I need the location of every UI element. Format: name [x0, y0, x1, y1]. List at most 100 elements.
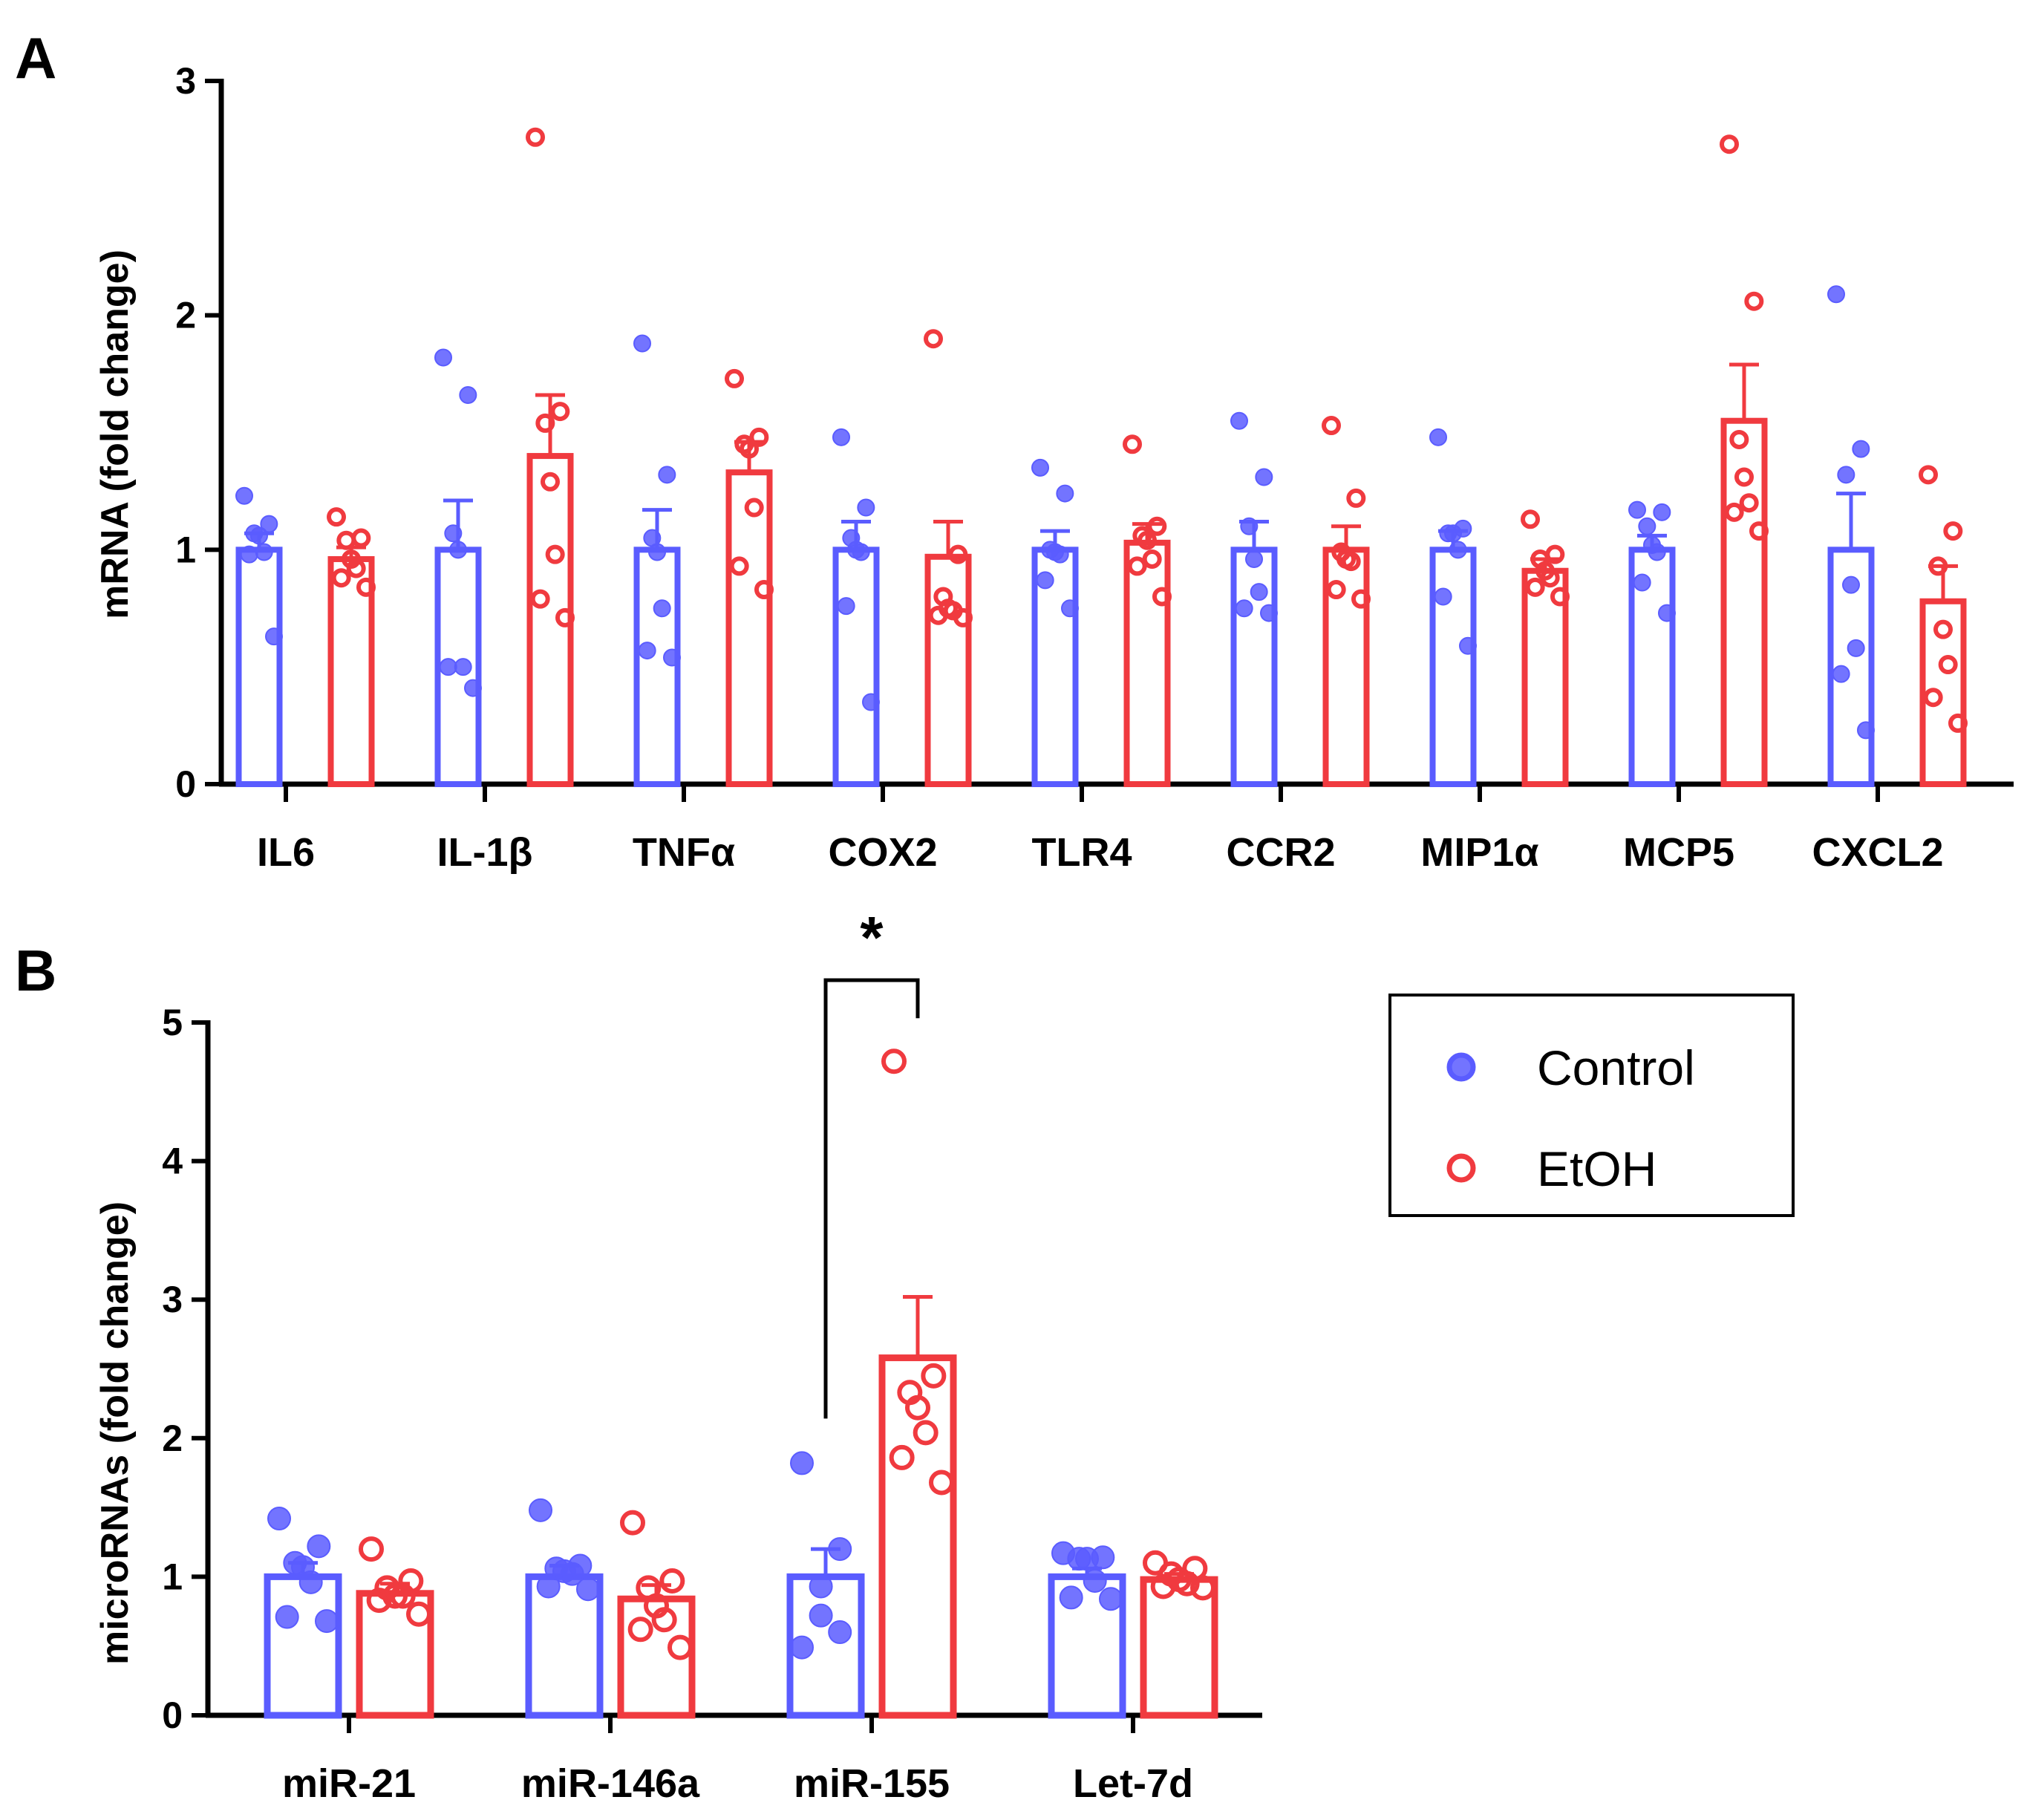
significance-bracket [823, 978, 920, 1419]
panel-b-category-label: miR-146a [521, 1761, 700, 1806]
panel-a-point-etoh [1734, 467, 1754, 487]
panel-a-point-etoh [928, 605, 948, 625]
panel-b-point-etoh [921, 1363, 947, 1389]
panel-a-category-label: CXCL2 [1812, 830, 1943, 875]
panel-a-point-etoh [541, 472, 560, 492]
panel-a-point-control [1235, 599, 1253, 618]
panel-b-point-etoh [627, 1617, 653, 1643]
panel-a-point-etoh [1744, 291, 1764, 311]
panel-b-category-label: Let-7d [1073, 1761, 1193, 1806]
panel-a-point-etoh [948, 544, 968, 564]
panel-a-point-control [1653, 503, 1671, 521]
panel-a-bar-etoh [1720, 417, 1768, 787]
panel-a-point-etoh [336, 530, 356, 550]
panel-b-chart: microRNAs (fold change) 0 1 2 3 4 5 miR-21 miR-… [94, 1002, 1262, 1806]
panel-b-point-etoh [390, 1583, 416, 1609]
panel-b-point-etoh [889, 1444, 915, 1470]
panel-a-point-control [1847, 639, 1865, 657]
panel-a-category-label: IL6 [257, 830, 315, 875]
panel-b-point-control [1075, 1547, 1099, 1571]
panel-a-point-control [260, 515, 278, 533]
panel-a-point-control [1051, 545, 1069, 564]
panel-a-bar-etoh [526, 453, 574, 787]
panel-a-point-etoh [924, 329, 943, 349]
panel-a-point-etoh [1729, 429, 1749, 449]
panel-b-point-etoh [905, 1395, 930, 1421]
legend-label-control: Control [1537, 1040, 1695, 1095]
panel-a-y-tick-label: 0 [175, 763, 196, 805]
panel-a-point-etoh [1341, 552, 1361, 572]
panel-a-point-etoh [1720, 134, 1739, 154]
panel-a-point-control [648, 543, 666, 561]
panel-a-point-etoh [1326, 579, 1346, 599]
panel-a-letter: A [15, 25, 56, 91]
panel-a-point-control [1658, 604, 1676, 622]
panel-a-y-tick-label: 3 [175, 60, 196, 102]
panel-a-point-control [1255, 468, 1273, 486]
panel-a-point-etoh [1938, 655, 1958, 675]
panel-a-point-control [1250, 583, 1268, 601]
panel-a-point-etoh [1147, 516, 1167, 536]
panel-a-point-etoh [1948, 713, 1968, 733]
panel-a-point-etoh [1943, 521, 1963, 541]
panel-b-point-etoh [620, 1510, 645, 1536]
panel-a-point-etoh [346, 558, 366, 578]
panel-a-point-control [1857, 721, 1875, 740]
panel-b-bar-etoh [878, 1354, 957, 1719]
panel-a-point-etoh [351, 528, 371, 548]
panel-a-point-control [837, 597, 855, 616]
panel-b-point-etoh [406, 1601, 431, 1627]
panel-a-point-etoh [749, 427, 769, 447]
panel-a-category-label: MIP1α [1420, 830, 1538, 875]
panel-b-point-etoh [659, 1568, 685, 1594]
panel-a-point-etoh [1351, 589, 1371, 609]
panel-a-point-etoh [550, 402, 570, 422]
panel-a-point-etoh [1749, 521, 1769, 541]
panel-a-bar-control [1827, 547, 1875, 787]
panel-a-point-etoh [1127, 556, 1147, 576]
panel-a-point-control [1240, 517, 1259, 535]
panel-a-bar-etoh [725, 469, 773, 787]
panel-a-point-etoh [1545, 544, 1565, 564]
panel-a-point-control [250, 526, 268, 545]
panel-b-point-etoh [1150, 1573, 1176, 1599]
panel-b-letter: B [15, 938, 56, 1003]
panel-a-point-control [1648, 543, 1666, 561]
panel-b-point-control [275, 1605, 299, 1629]
panel-b-point-control [315, 1609, 339, 1634]
panel-a-point-control [663, 648, 681, 667]
significance-star: * [860, 904, 884, 971]
panel-a-bar-control [832, 547, 880, 787]
panel-a-point-etoh [1923, 688, 1943, 708]
panel-a-point-control [857, 498, 875, 517]
panel-a-category-label: COX2 [828, 830, 937, 875]
panel-b-category-label: miR-21 [282, 1761, 416, 1806]
panel-a-point-etoh [740, 439, 759, 459]
legend-label-etoh: EtOH [1537, 1141, 1656, 1196]
panel-a-point-control [832, 428, 850, 446]
panel-a-point-etoh [1152, 587, 1172, 607]
panel-a-point-etoh [754, 579, 774, 599]
panel-a-point-etoh [526, 127, 545, 147]
panel-a-point-etoh [1346, 488, 1366, 508]
panel-b-point-control [828, 1537, 852, 1562]
panel-a-point-control [1837, 466, 1855, 484]
panel-a-point-control [265, 627, 283, 646]
panel-a-point-etoh [535, 413, 555, 433]
panel-a-point-control [1245, 549, 1263, 568]
panel-a-point-etoh [1142, 549, 1162, 569]
panel-a-category-label: TNFα [633, 830, 735, 875]
panel-b-point-control [790, 1451, 814, 1475]
panel-a-category-label: IL-1β [437, 830, 533, 875]
panel-a-point-etoh [729, 556, 749, 576]
panel-a-point-etoh [1933, 619, 1953, 639]
significance-annotation: * [823, 904, 920, 1419]
panel-a-point-control [1633, 573, 1651, 592]
panel-a-point-etoh [1525, 577, 1545, 597]
panel-a-point-control [1260, 604, 1278, 622]
panel-b-point-etoh [382, 1583, 408, 1609]
panel-a-point-control [1842, 575, 1860, 594]
panel-b-point-control [828, 1620, 852, 1645]
panel-a-point-etoh [744, 498, 764, 518]
